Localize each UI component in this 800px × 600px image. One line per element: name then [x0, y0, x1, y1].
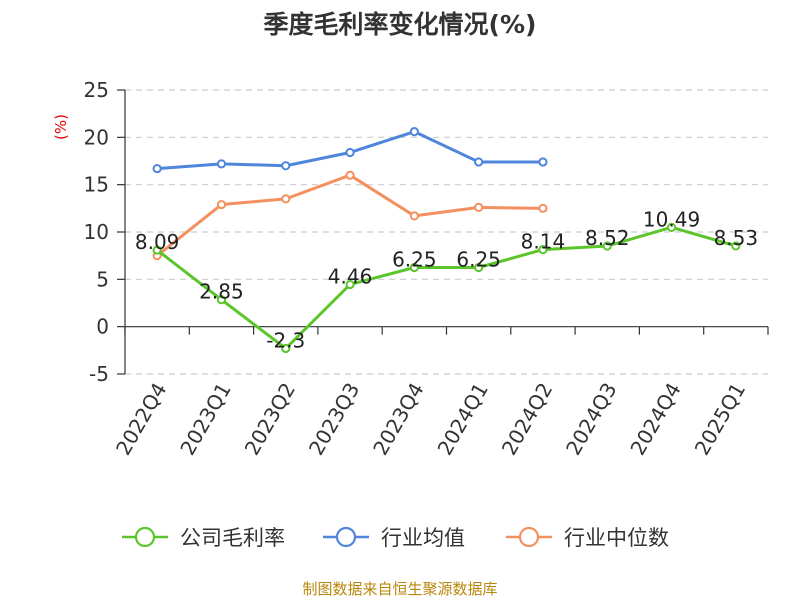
legend-label: 公司毛利率 — [180, 526, 285, 550]
data-point — [345, 279, 355, 290]
data-point — [538, 245, 548, 255]
legend-label: 行业均值 — [381, 526, 465, 550]
y-tick-labels: -5 0 5 10 15 20 25 — [84, 78, 109, 386]
x-tick-label: 2023Q4 — [368, 379, 428, 460]
y-tick-label: 5 — [96, 267, 109, 291]
data-point — [538, 203, 548, 213]
source-note: 制图数据来自恒生聚源数据库 — [302, 580, 497, 598]
data-point — [409, 262, 419, 273]
data-point — [345, 170, 355, 180]
chart-title: 季度毛利率变化情况(%) — [264, 10, 537, 39]
x-tick-label: 2024Q1 — [433, 379, 493, 460]
y-tick-label: 0 — [96, 315, 109, 339]
data-label: 10.49 — [643, 207, 700, 231]
data-point — [474, 157, 484, 167]
y-tick-label: 20 — [84, 125, 109, 149]
data-label: 6.25 — [456, 248, 501, 272]
data-point — [409, 127, 419, 137]
data-label: 8.09 — [135, 230, 180, 254]
data-point — [409, 211, 419, 221]
data-point — [474, 262, 484, 273]
y-axis-unit: (%) — [52, 114, 70, 140]
data-label: -2.3 — [266, 328, 305, 352]
data-label: 8.14 — [521, 230, 566, 254]
y-tick-label: 15 — [84, 173, 109, 197]
data-point — [216, 295, 227, 305]
data-point — [216, 199, 227, 210]
series-group — [152, 127, 741, 354]
data-point — [731, 241, 741, 251]
x-tick-label: 2024Q4 — [625, 379, 685, 460]
x-tick-label: 2023Q3 — [304, 379, 364, 460]
series-line — [156, 225, 737, 350]
legend-marker — [335, 526, 357, 548]
grid-lines — [125, 89, 768, 375]
data-point — [281, 343, 291, 354]
data-label: 4.46 — [328, 264, 373, 288]
data-point — [281, 161, 291, 171]
y-tick-label: 10 — [84, 220, 109, 244]
legend-marker — [134, 526, 156, 548]
x-tick-label: 2023Q1 — [175, 379, 235, 460]
x-tick-label: 2022Q4 — [111, 379, 171, 460]
axes — [117, 89, 769, 375]
y-tick-label: 25 — [84, 78, 109, 102]
series-line — [156, 173, 543, 257]
data-point — [602, 241, 612, 251]
x-tick-label: 2024Q2 — [497, 379, 557, 460]
data-label: 2.85 — [199, 280, 244, 304]
data-point — [538, 157, 548, 167]
x-tick-labels: 2022Q4 2023Q1 2023Q2 2023Q3 2023Q4 2024Q1 2024… — [111, 379, 750, 460]
legend-marker — [518, 526, 540, 548]
data-point — [345, 147, 355, 158]
data-point — [216, 159, 227, 169]
legend-label: 行业中位数 — [564, 526, 669, 550]
data-point — [666, 222, 677, 232]
data-label: 8.53 — [714, 226, 759, 250]
y-tick-label: -5 — [89, 362, 109, 386]
data-point — [474, 202, 484, 212]
legend: 公司毛利率 行业均值 行业中位数 — [122, 526, 669, 550]
data-label: 8.52 — [585, 226, 630, 250]
x-tick-label: 2025Q1 — [690, 379, 750, 460]
data-labels: 8.09 2.85 -2.3 4.46 6.25 6.25 8.14 8.52 10.49 8.5… — [135, 207, 758, 352]
data-point — [152, 245, 162, 255]
x-tick-label: 2024Q3 — [561, 379, 621, 460]
data-point — [281, 194, 291, 204]
data-point — [152, 163, 162, 174]
x-tick-label: 2023Q2 — [240, 379, 300, 460]
data-label: 6.25 — [392, 248, 437, 272]
